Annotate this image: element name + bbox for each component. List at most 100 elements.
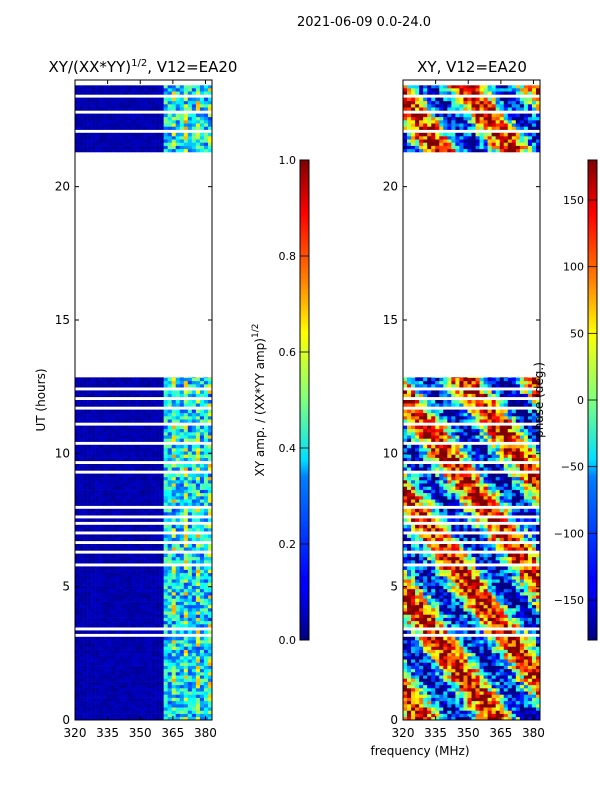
heatmap-cell [480, 614, 484, 618]
heatmap-cell [176, 477, 180, 481]
heatmap-cell [75, 598, 79, 602]
heatmap-cell [411, 669, 415, 673]
heatmap-cell [83, 547, 87, 551]
heatmap-cell [103, 448, 107, 452]
heatmap-cell [144, 640, 148, 644]
heatmap-cell [160, 91, 164, 95]
heatmap-cell [131, 528, 135, 532]
heatmap-cell [512, 678, 516, 682]
heatmap-cell [484, 656, 488, 660]
heatmap-cell [87, 691, 91, 695]
heatmap-cell [516, 618, 520, 622]
heatmap-cell [192, 534, 196, 538]
heatmap-cell [144, 126, 148, 129]
heatmap-cell [176, 88, 180, 92]
heatmap-cell [176, 573, 180, 577]
heatmap-cell [91, 643, 95, 647]
heatmap-cell [152, 502, 156, 506]
heatmap-cell [127, 429, 131, 433]
heatmap-cell [99, 104, 103, 108]
heatmap-cell [200, 688, 204, 692]
heatmap-cell [484, 640, 488, 644]
heatmap-cell [443, 624, 447, 628]
heatmap-cell [184, 589, 188, 593]
heatmap-cell [160, 694, 164, 698]
heatmap-cell [439, 669, 443, 673]
heatmap-cell [419, 694, 423, 698]
heatmap-cell [127, 630, 131, 634]
heatmap-cell [95, 490, 99, 494]
heatmap-cell [164, 448, 168, 452]
heatmap-cell [75, 694, 79, 698]
heatmap-cell [131, 410, 135, 414]
heatmap-cell [184, 710, 188, 714]
heatmap-cell [496, 688, 500, 692]
heatmap-cell [168, 618, 172, 622]
heatmap-cell [156, 123, 160, 127]
heatmap-cell [119, 114, 123, 118]
heatmap-cell [164, 149, 168, 153]
heatmap-cell [419, 640, 423, 644]
heatmap-cell [95, 646, 99, 650]
heatmap-cell [524, 602, 528, 606]
heatmap-cell [135, 691, 139, 695]
heatmap-cell [103, 598, 107, 602]
heatmap-cell [127, 525, 131, 529]
heatmap-cell [156, 534, 160, 538]
heatmap-cell [87, 659, 91, 663]
heatmap-cell [95, 146, 99, 150]
heatmap-cell [439, 621, 443, 625]
heatmap-cell [488, 659, 492, 663]
heatmap-cell [91, 490, 95, 494]
heatmap-cell [111, 419, 115, 423]
heatmap-cell [504, 710, 508, 714]
heatmap-cell [152, 400, 156, 404]
heatmap-cell [484, 653, 488, 657]
heatmap-cell [83, 410, 87, 414]
heatmap-cell [204, 477, 208, 481]
heatmap-cell [184, 435, 188, 439]
heatmap-cell [144, 611, 148, 615]
heatmap-cell [164, 579, 168, 583]
heatmap-cell [75, 595, 79, 599]
heatmap-cell [87, 554, 91, 558]
heatmap-cell [192, 474, 196, 478]
heatmap-cell [459, 714, 463, 718]
heatmap-cell [403, 694, 407, 698]
heatmap-cell [139, 611, 143, 615]
heatmap-cell [107, 602, 111, 606]
heatmap-cell [107, 704, 111, 708]
heatmap-cell [184, 557, 188, 561]
heatmap-cell [152, 630, 156, 634]
heatmap-cell [95, 573, 99, 577]
heatmap-cell [459, 643, 463, 647]
heatmap-cell [196, 98, 200, 102]
heatmap-cell [144, 394, 148, 398]
heatmap-cell [135, 656, 139, 660]
heatmap-cell [196, 120, 200, 124]
heatmap-cell [496, 650, 500, 654]
heatmap-cell [484, 643, 488, 647]
heatmap-cell [467, 621, 471, 625]
heatmap-cell [196, 707, 200, 711]
heatmap-cell [111, 653, 115, 657]
heatmap-cell [115, 509, 119, 513]
heatmap-cell [172, 123, 176, 127]
heatmap-cell [152, 117, 156, 121]
heatmap-cell [135, 502, 139, 506]
heatmap-cell [131, 611, 135, 615]
heatmap-cell [83, 458, 87, 462]
heatmap-cell [512, 630, 516, 634]
heatmap-cell [148, 136, 152, 140]
heatmap-cell [123, 605, 127, 609]
heatmap-cell [200, 614, 204, 618]
heatmap-cell [411, 698, 415, 702]
heatmap-cell [512, 656, 516, 660]
heatmap-cell [443, 698, 447, 702]
heatmap-cell [127, 570, 131, 574]
heatmap-cell [459, 672, 463, 676]
heatmap-cell [95, 614, 99, 618]
heatmap-cell [148, 659, 152, 663]
heatmap-cell [83, 101, 87, 105]
heatmap-cell [148, 91, 152, 95]
